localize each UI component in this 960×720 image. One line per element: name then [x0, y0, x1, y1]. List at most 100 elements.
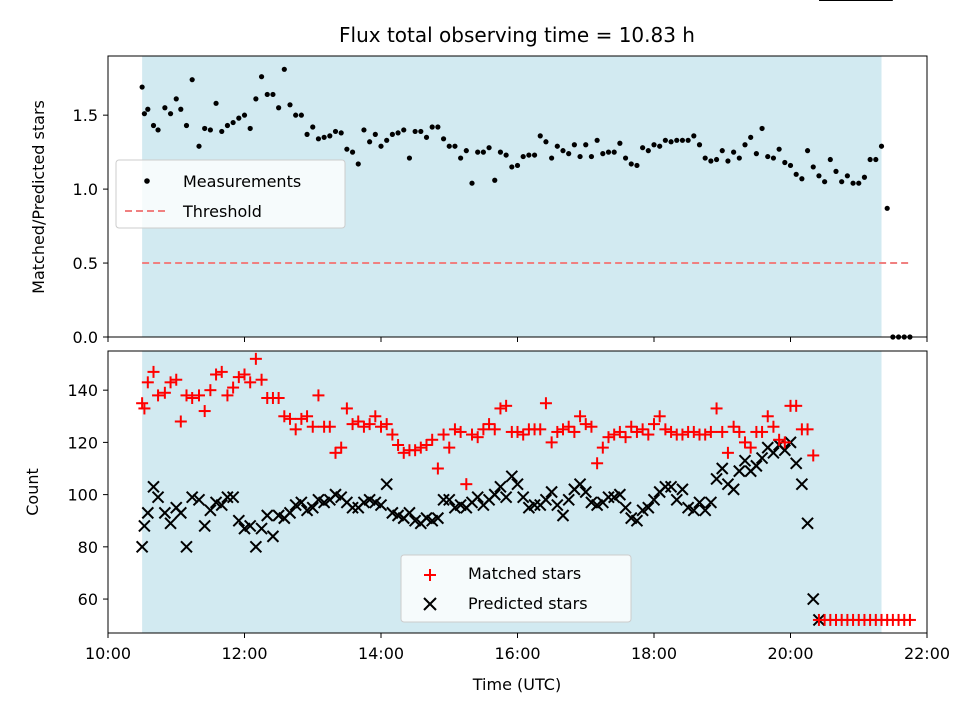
- matched-point: [659, 423, 672, 436]
- measurement-point: [446, 143, 452, 149]
- predicted-point: [687, 504, 701, 517]
- predicted-stroke: [164, 517, 177, 530]
- predicted-point: [528, 498, 541, 512]
- measurement-point: [372, 131, 378, 137]
- measurement-point: [429, 124, 435, 130]
- predicted-stroke: [174, 506, 188, 520]
- measurement-point: [765, 153, 771, 160]
- measurement-point: [685, 137, 691, 143]
- matched-point: [426, 433, 439, 446]
- measurement-point: [753, 151, 759, 157]
- measurement-point: [611, 149, 617, 155]
- measurement-point: [878, 143, 885, 149]
- measurement-point: [537, 133, 543, 139]
- predicted-point: [243, 519, 257, 533]
- predicted-stroke: [625, 511, 638, 525]
- matched-point: [369, 410, 382, 423]
- matched-point: [625, 420, 638, 433]
- predicted-stroke: [778, 444, 792, 457]
- predicted-stroke: [556, 509, 570, 522]
- predicted-point: [789, 457, 803, 470]
- measurement-point: [725, 158, 731, 164]
- predicted-stroke: [209, 496, 223, 509]
- measurement-point: [196, 143, 202, 149]
- measurement-point: [702, 155, 708, 161]
- predicted-point: [180, 540, 193, 554]
- measurement-point: [247, 125, 253, 132]
- predicted-stroke: [681, 501, 695, 514]
- predicted-stroke: [306, 501, 319, 514]
- y-tick-label: 140: [67, 381, 98, 400]
- y-tick-label: 60: [78, 590, 98, 609]
- measurement-point: [770, 155, 777, 161]
- predicted-stroke: [630, 514, 644, 527]
- matched-point: [357, 420, 370, 433]
- predicted-stroke: [755, 451, 769, 465]
- matched-point: [198, 405, 211, 418]
- measurement-point: [833, 168, 839, 174]
- matched-point: [227, 381, 240, 394]
- predicted-point: [505, 470, 519, 483]
- x-tick-label: 10:00: [85, 644, 131, 663]
- measurement-point: [810, 164, 816, 170]
- measurement-point: [696, 142, 703, 148]
- measurement-point: [731, 149, 737, 155]
- predicted-stroke: [750, 459, 763, 473]
- predicted-point: [431, 511, 445, 525]
- measurement-point: [617, 140, 623, 146]
- legend-marker-matched: [424, 569, 436, 581]
- measurement-point: [162, 105, 168, 111]
- matched-point: [335, 441, 348, 454]
- predicted-point: [807, 592, 820, 606]
- predicted-point: [138, 519, 151, 533]
- measurement-point: [549, 155, 555, 161]
- predicted-stroke: [733, 464, 746, 478]
- predicted-point: [727, 483, 740, 496]
- matched-point: [630, 425, 643, 438]
- matched-point: [454, 425, 467, 438]
- matched-point: [676, 428, 689, 441]
- predicted-stroke: [488, 488, 501, 501]
- legend-label-predicted: Predicted stars: [468, 594, 588, 613]
- predicted-point: [374, 498, 388, 512]
- measurement-point: [367, 139, 373, 145]
- predicted-point: [306, 501, 319, 514]
- y-axis-label: Count: [23, 468, 42, 516]
- measurement-point: [349, 149, 356, 155]
- measurement-point: [509, 164, 515, 170]
- measurement-point: [719, 148, 725, 154]
- matched-point: [431, 462, 444, 475]
- predicted-point: [659, 480, 672, 493]
- matched-point: [539, 397, 552, 410]
- predicted-point: [283, 506, 297, 520]
- matched-point: [164, 376, 177, 389]
- predicted-stroke: [312, 493, 325, 507]
- matched-point: [346, 418, 359, 431]
- predicted-stroke: [562, 493, 575, 507]
- measurement-point: [804, 148, 811, 154]
- measurement-point: [378, 143, 384, 149]
- matched-point: [744, 441, 757, 454]
- predicted-point: [185, 491, 199, 504]
- predicted-stroke: [386, 506, 399, 520]
- predicted-point: [664, 480, 678, 493]
- measurement-point: [486, 145, 492, 151]
- predicted-stroke: [185, 491, 199, 504]
- measurement-point: [315, 136, 322, 142]
- measurement-point: [622, 155, 629, 161]
- measurement-point: [640, 145, 646, 151]
- measurement-point: [384, 137, 390, 143]
- matched-point: [699, 428, 712, 441]
- predicted-stroke: [329, 488, 342, 501]
- legend-label-threshold: Threshold: [182, 202, 262, 221]
- x-axis-label: Time (UTC): [472, 675, 561, 694]
- matched-point: [352, 415, 365, 428]
- legend-label-matched: Matched stars: [468, 564, 581, 583]
- measurement-point: [219, 128, 225, 135]
- measurement-point: [628, 161, 634, 167]
- y-tick-label: 0.5: [73, 254, 98, 273]
- matched-point: [284, 412, 296, 425]
- matched-point: [767, 420, 780, 433]
- measurement-point: [281, 66, 287, 72]
- predicted-stroke: [180, 540, 193, 554]
